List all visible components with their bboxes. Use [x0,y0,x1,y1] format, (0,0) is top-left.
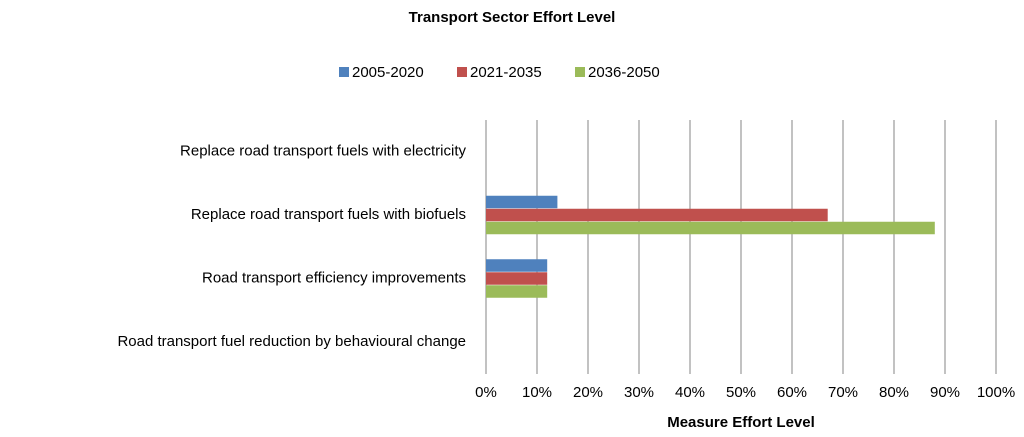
y-tick-label: Replace road transport fuels with electr… [180,143,466,160]
bar [486,272,548,285]
bar [486,208,828,222]
x-tick-label: 20% [573,384,603,401]
bar [486,221,935,235]
legend-swatch [339,67,349,77]
x-tick-label: 90% [930,384,960,401]
legend-swatch [457,67,467,77]
y-tick-label: Road transport fuel reduction by behavio… [117,333,466,350]
legend-label: 2021-2035 [470,64,542,81]
x-tick-label: 40% [675,384,705,401]
legend-label: 2005-2020 [352,64,424,81]
y-tick-label: Replace road transport fuels with biofue… [191,206,466,223]
legend-swatch [575,67,585,77]
chart-title: Transport Sector Effort Level [409,9,616,26]
x-tick-label: 100% [977,384,1015,401]
x-tick-label: 60% [777,384,807,401]
bar [486,259,548,272]
x-tick-label: 30% [624,384,654,401]
x-tick-label: 10% [522,384,552,401]
x-tick-label: 0% [475,384,497,401]
y-tick-label: Road transport efficiency improvements [202,270,466,287]
x-tick-label: 70% [828,384,858,401]
bar [486,195,558,209]
bar [486,285,548,298]
legend-label: 2036-2050 [588,64,660,81]
x-tick-label: 80% [879,384,909,401]
x-tick-label: 50% [726,384,756,401]
x-axis-title: Measure Effort Level [667,414,815,431]
